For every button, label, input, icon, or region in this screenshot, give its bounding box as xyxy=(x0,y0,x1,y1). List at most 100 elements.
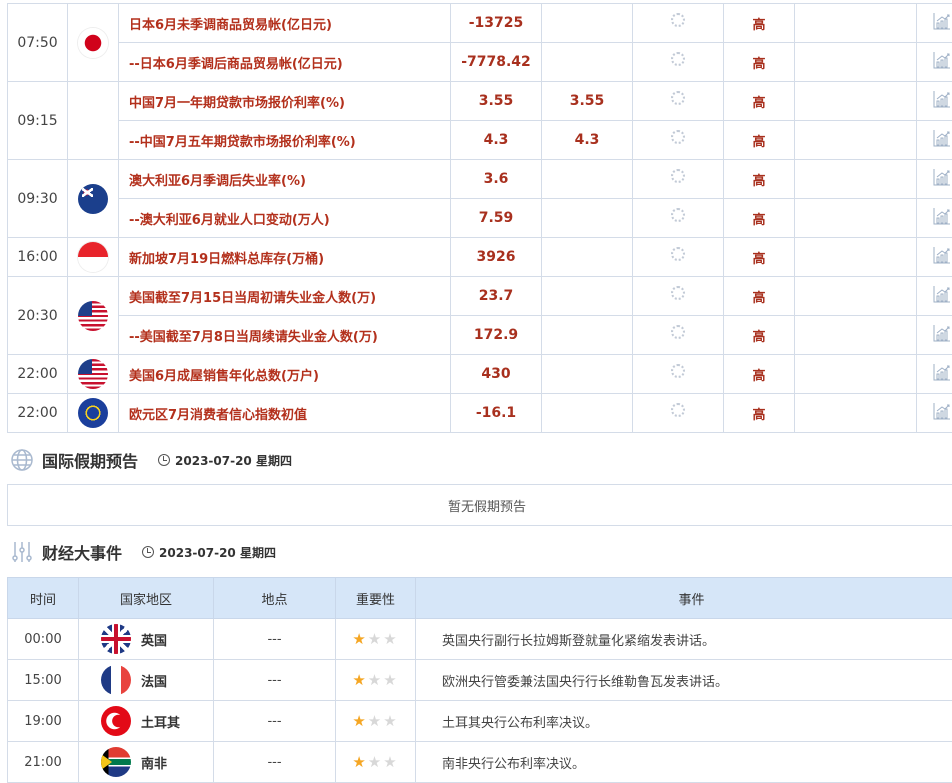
indicator-name[interactable]: 美国6月成屋销售年化总数(万户) xyxy=(119,355,451,394)
indicator-name[interactable]: 日本6月未季调商品贸易帐(亿日元) xyxy=(119,4,451,43)
star-icon: ★ xyxy=(383,712,396,730)
indicator-name[interactable]: 澳大利亚6月季调后失业率(%) xyxy=(119,160,451,199)
indicator-name[interactable]: --澳大利亚6月就业人口变动(万人) xyxy=(119,199,451,238)
event-country: 英国 xyxy=(79,619,214,660)
forecast-value xyxy=(542,355,633,394)
chart-link[interactable] xyxy=(917,121,952,160)
chart-link[interactable] xyxy=(917,277,952,316)
uk-flag-icon xyxy=(101,624,131,654)
holiday-title: 国际假期预告 xyxy=(42,448,138,472)
country-flag-cell xyxy=(68,355,119,394)
chart-link[interactable] xyxy=(917,199,952,238)
release-time: 22:00 xyxy=(8,394,68,433)
chart-link[interactable] xyxy=(917,160,952,199)
interpretation-cell xyxy=(795,121,917,160)
holiday-empty-message: 暂无假期预告 xyxy=(7,484,952,526)
chart-link[interactable] xyxy=(917,355,952,394)
chart-link[interactable] xyxy=(917,43,952,82)
release-time: 20:30 xyxy=(8,277,68,355)
loading-spinner-icon xyxy=(671,325,685,339)
loading-spinner-icon xyxy=(671,403,685,417)
loading-spinner-icon xyxy=(671,130,685,144)
event-time: 19:00 xyxy=(8,701,79,742)
chart-icon[interactable] xyxy=(933,285,951,303)
previous-value: -16.1 xyxy=(451,394,542,433)
chart-icon[interactable] xyxy=(933,90,951,108)
clock-icon xyxy=(158,454,170,466)
events-header-0: 时间 xyxy=(8,578,79,619)
loading-spinner-icon xyxy=(671,13,685,27)
loading-spinner-icon xyxy=(671,91,685,105)
previous-value: -13725 xyxy=(451,4,542,43)
actual-value xyxy=(633,4,724,43)
importance: 高 xyxy=(724,238,795,277)
chart-icon[interactable] xyxy=(933,246,951,264)
star-icon: ★ xyxy=(352,630,365,648)
interpretation-cell xyxy=(795,43,917,82)
holiday-date: 2023-07-20 星期四 xyxy=(158,452,292,469)
release-time: 22:00 xyxy=(8,355,68,394)
previous-value: 23.7 xyxy=(451,277,542,316)
chart-link[interactable] xyxy=(917,238,952,277)
country-flag-cell xyxy=(68,4,119,82)
loading-spinner-icon xyxy=(671,52,685,66)
indicator-name[interactable]: --美国截至7月8日当周续请失业金人数(万) xyxy=(119,316,451,355)
interpretation-cell xyxy=(795,199,917,238)
release-time: 07:50 xyxy=(8,4,68,82)
chart-icon[interactable] xyxy=(933,168,951,186)
event-description: 欧洲央行管委兼法国央行行长维勒鲁瓦发表讲话。 xyxy=(416,660,952,701)
chart-link[interactable] xyxy=(917,394,952,433)
globe-icon xyxy=(10,448,34,472)
chart-icon[interactable] xyxy=(933,12,951,30)
forecast-value xyxy=(542,43,633,82)
actual-value xyxy=(633,238,724,277)
interpretation-cell xyxy=(795,238,917,277)
chart-link[interactable] xyxy=(917,316,952,355)
events-header-2: 地点 xyxy=(214,578,336,619)
loading-spinner-icon xyxy=(671,286,685,300)
event-row: 15:00 法国 --- ★★★ 欧洲央行管委兼法国央行行长维勒鲁瓦发表讲话。 xyxy=(8,660,952,701)
indicator-name[interactable]: 新加坡7月19日燃料总库存(万桶) xyxy=(119,238,451,277)
chart-icon[interactable] xyxy=(933,129,951,147)
indicator-name[interactable]: 欧元区7月消费者信心指数初值 xyxy=(119,394,451,433)
event-time: 15:00 xyxy=(8,660,79,701)
event-country: 法国 xyxy=(79,660,214,701)
forecast-value xyxy=(542,316,633,355)
chart-icon[interactable] xyxy=(933,324,951,342)
previous-value: 7.59 xyxy=(451,199,542,238)
chart-icon[interactable] xyxy=(933,402,951,420)
chart-link[interactable] xyxy=(917,4,952,43)
za-flag-icon xyxy=(101,747,131,777)
interpretation-cell xyxy=(795,355,917,394)
chart-icon[interactable] xyxy=(933,363,951,381)
chart-icon[interactable] xyxy=(933,51,951,69)
star-icon: ★ xyxy=(352,712,365,730)
chart-link[interactable] xyxy=(917,82,952,121)
actual-value xyxy=(633,277,724,316)
event-country: 南非 xyxy=(79,742,214,783)
loading-spinner-icon xyxy=(671,364,685,378)
release-time: 09:15 xyxy=(8,82,68,160)
actual-value xyxy=(633,43,724,82)
actual-value xyxy=(633,394,724,433)
country-name: 法国 xyxy=(141,671,167,690)
events-date-text: 2023-07-20 星期四 xyxy=(159,544,276,561)
actual-value xyxy=(633,316,724,355)
release-time: 09:30 xyxy=(8,160,68,238)
france-flag-icon xyxy=(101,665,131,695)
forecast-value xyxy=(542,4,633,43)
indicator-name[interactable]: --日本6月季调后商品贸易帐(亿日元) xyxy=(119,43,451,82)
event-row: 19:00 土耳其 --- ★★★ 土耳其央行公布利率决议。 xyxy=(8,701,952,742)
importance: 高 xyxy=(724,355,795,394)
indicator-name[interactable]: 美国截至7月15日当周初请失业金人数(万) xyxy=(119,277,451,316)
indicator-name[interactable]: --中国7月五年期贷款市场报价利率(%) xyxy=(119,121,451,160)
events-title: 财经大事件 xyxy=(42,540,122,564)
importance: 高 xyxy=(724,82,795,121)
indicator-name[interactable]: 中国7月一年期贷款市场报价利率(%) xyxy=(119,82,451,121)
chart-icon[interactable] xyxy=(933,207,951,225)
country-name: 南非 xyxy=(141,753,167,772)
